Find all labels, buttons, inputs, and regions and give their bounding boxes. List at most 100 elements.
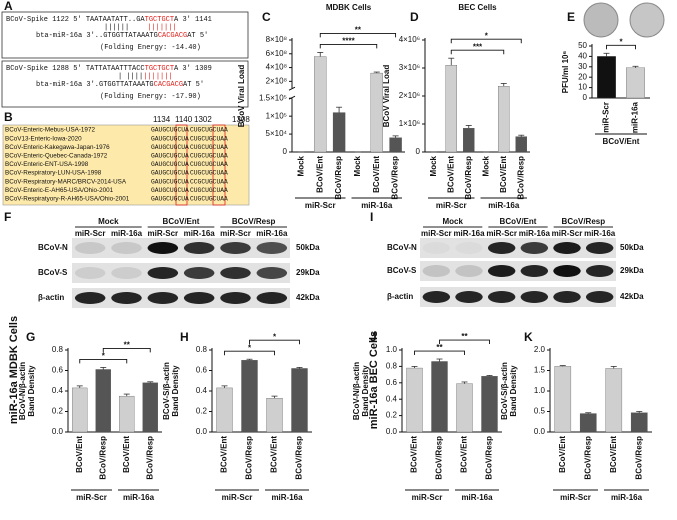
group-label: miR-16a bbox=[488, 201, 520, 210]
blot-lane: miR-Scr bbox=[220, 229, 251, 238]
blot-size: 50kDa bbox=[296, 243, 320, 252]
alignment-background bbox=[2, 124, 250, 206]
x-tick-label: BCoV/Ent bbox=[558, 436, 567, 473]
group-label: miR-16a bbox=[271, 493, 303, 502]
x-tick-label: BCoV/Ent bbox=[499, 156, 508, 193]
strain-name: BCoV13-Enteric-Iowa-2020 bbox=[5, 135, 82, 142]
highlight-box bbox=[175, 124, 188, 206]
blot-group: BCoV/Ent bbox=[500, 217, 537, 226]
blot-band bbox=[256, 242, 288, 254]
y-tick-label: 6×10⁸ bbox=[266, 49, 287, 58]
mirna-sequence: bta-miR-16a 3'.GTGGTTATAAATGCACGACGAT 5' bbox=[36, 81, 204, 89]
sequence: GAUGCUGCUA bbox=[151, 135, 189, 142]
x-tick-label: BCoV/Resp bbox=[391, 156, 400, 200]
bar bbox=[370, 72, 383, 153]
bar bbox=[142, 382, 158, 433]
blot-size: 42kDa bbox=[296, 293, 320, 302]
x-tick-label: BCoV/Resp bbox=[516, 156, 525, 200]
sequence: GAUGCUGCUA bbox=[151, 161, 189, 168]
significance-bracket bbox=[319, 43, 378, 49]
significance-label: *** bbox=[473, 42, 483, 51]
blot-group: Mock bbox=[98, 217, 119, 226]
significance-label: * bbox=[248, 343, 252, 352]
x-tick-label: BCoV/Resp bbox=[295, 436, 304, 480]
bar bbox=[481, 376, 498, 433]
y-axis-label: Band Density bbox=[361, 365, 370, 417]
blot-band bbox=[553, 242, 581, 254]
blot-band bbox=[585, 242, 614, 254]
panel-label: E bbox=[567, 10, 575, 24]
sequence: GAUGCUGCUA bbox=[151, 170, 189, 177]
blot-row: β-actin bbox=[387, 292, 413, 301]
blot-row: BCoV-N bbox=[387, 243, 417, 252]
strain-name: BCoV-Enteric-Kakegawa-Japan-1976 bbox=[5, 144, 110, 151]
x-tick-label: Mock bbox=[297, 155, 306, 176]
blot-lane: miR-16a bbox=[519, 229, 551, 238]
y-tick-label: 0 bbox=[416, 147, 421, 156]
y-tick-label: 0.8 bbox=[196, 345, 208, 354]
y-tick-label: 1.0 bbox=[386, 345, 398, 354]
blot-row: BCoV-S bbox=[38, 268, 68, 277]
significance-bracket bbox=[450, 38, 522, 44]
blot-band bbox=[183, 267, 215, 279]
blot-lane: miR-16a bbox=[453, 229, 485, 238]
blot-band bbox=[455, 265, 483, 277]
sequence: CUGCUGCUAA bbox=[190, 161, 228, 168]
significance-bracket bbox=[224, 350, 275, 356]
y-tick-label: 1×10⁵ bbox=[266, 111, 287, 120]
bar bbox=[626, 67, 645, 99]
significance-label: **** bbox=[342, 37, 355, 46]
significance-bracket bbox=[414, 350, 465, 356]
strain-name: BCoV-Enteric-E-AH65-USA/Ohio-2001 bbox=[5, 187, 114, 194]
bar bbox=[332, 112, 346, 153]
blot-row: BCoV-S bbox=[387, 266, 417, 275]
x-tick-label: Mock bbox=[429, 155, 438, 176]
bar bbox=[72, 387, 88, 433]
significance-bracket bbox=[79, 358, 128, 364]
blot-lane: miR-Scr bbox=[486, 229, 517, 238]
significance-label: * bbox=[619, 37, 623, 46]
blot-band bbox=[585, 291, 614, 303]
blot-band bbox=[455, 291, 483, 303]
bar bbox=[630, 412, 648, 433]
significance-label: * bbox=[485, 31, 489, 40]
significance-bracket bbox=[439, 339, 490, 345]
y-axis-label: BCoV Viral Load bbox=[237, 65, 246, 128]
significance-label: ** bbox=[461, 332, 468, 341]
blot-band bbox=[520, 242, 549, 254]
bar bbox=[497, 86, 510, 153]
x-tick-label: BCoV/Ent bbox=[315, 156, 324, 193]
pairing: | ||||||||||| bbox=[118, 73, 173, 81]
bar bbox=[216, 387, 233, 433]
y-tick-label: 10 bbox=[578, 83, 587, 92]
blot-band bbox=[147, 242, 179, 254]
blot-lane: miR-Scr bbox=[552, 229, 583, 238]
sequence: GAUGCUGCUA bbox=[151, 152, 189, 159]
significance-bracket bbox=[249, 339, 300, 345]
position: 1140 bbox=[175, 115, 193, 124]
y-tick-label: 1×10⁶ bbox=[399, 119, 420, 128]
blot-band bbox=[147, 267, 179, 279]
y-tick-label: 2.0 bbox=[534, 345, 546, 354]
y-tick-label: 5×10⁴ bbox=[266, 129, 288, 138]
group-label: miR-Scr bbox=[222, 493, 253, 502]
position: 1308 bbox=[232, 115, 250, 124]
significance-bracket bbox=[102, 347, 151, 353]
bar bbox=[597, 56, 616, 99]
panel-label: H bbox=[180, 330, 189, 344]
x-tick-label: BCoV/Resp bbox=[435, 436, 444, 480]
x-tick-label: BCoV/Ent bbox=[372, 156, 381, 193]
blot-lane: miR-Scr bbox=[147, 229, 178, 238]
group-label: miR-Scr bbox=[436, 201, 467, 210]
sequence: CUGCUGCUAA bbox=[190, 195, 228, 202]
highlight-box bbox=[212, 124, 226, 206]
plaque-image bbox=[629, 2, 665, 38]
side-label: miR-16a BEC Cells bbox=[368, 331, 380, 429]
significance-label: ** bbox=[436, 343, 443, 352]
group-label: miR-16a bbox=[123, 493, 155, 502]
blot-band bbox=[553, 265, 581, 277]
blot-lane: miR-Scr bbox=[75, 229, 106, 238]
blot-band bbox=[487, 265, 516, 277]
blot-band bbox=[220, 267, 251, 279]
